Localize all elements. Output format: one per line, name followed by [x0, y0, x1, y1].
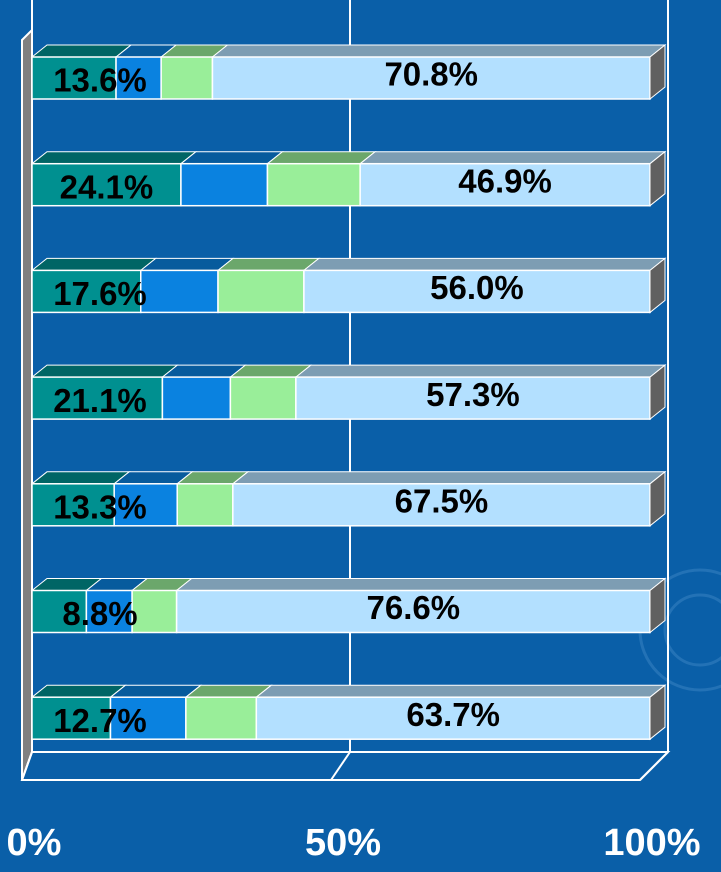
bar — [229, 376, 297, 420]
bar — [160, 56, 214, 100]
bar-top — [179, 151, 284, 165]
value-label: 13.6% — [53, 62, 147, 99]
bar-top — [216, 257, 321, 271]
floor-line — [330, 751, 351, 781]
bar-end — [649, 470, 666, 527]
bar-top — [30, 257, 158, 271]
bar — [85, 589, 133, 634]
x-tick-label: 0% — [7, 822, 62, 864]
value-label: 70.8% — [384, 56, 478, 93]
value-label: 13.3% — [53, 489, 147, 526]
bar — [217, 269, 305, 314]
bar — [185, 696, 258, 740]
floor-line — [21, 751, 33, 781]
value-label: 57.3% — [426, 376, 520, 413]
value-label: 46.9% — [458, 162, 552, 199]
decor — [663, 593, 721, 667]
value-label: 21.1% — [53, 382, 147, 419]
bar — [303, 269, 651, 314]
bar-end — [649, 684, 666, 741]
bar — [266, 162, 361, 207]
bar — [109, 696, 187, 740]
bar — [31, 589, 88, 634]
bar-end — [649, 43, 666, 101]
bar — [31, 483, 115, 527]
bar — [255, 696, 651, 740]
x-tick-label: 50% — [305, 822, 381, 864]
bar-top — [30, 44, 133, 58]
bar — [31, 376, 164, 420]
bar-top — [266, 151, 377, 165]
value-label: 24.1% — [60, 168, 154, 205]
bar-end — [649, 257, 666, 314]
value-label: 17.6% — [53, 275, 147, 312]
bar-top — [30, 364, 179, 378]
bar-end — [649, 150, 666, 207]
bar — [359, 162, 651, 207]
value-label: 63.7% — [406, 696, 500, 733]
bar — [140, 269, 219, 314]
floor-line — [639, 751, 669, 781]
floor — [20, 751, 671, 781]
value-label: 8.8% — [62, 595, 137, 632]
bar — [113, 483, 178, 527]
bar — [31, 162, 182, 207]
value-label: 56.0% — [430, 269, 524, 306]
value-label: 12.7% — [53, 702, 147, 739]
bar — [131, 589, 178, 634]
bar — [176, 483, 234, 527]
left-wall — [21, 27, 33, 781]
bar-top — [30, 684, 127, 698]
value-label: 76.6% — [367, 589, 461, 626]
bar-end — [649, 577, 666, 634]
value-label: 67.5% — [395, 483, 489, 520]
bar-top — [109, 684, 203, 698]
bar — [175, 589, 651, 634]
bar-top — [30, 471, 131, 485]
bar — [180, 162, 269, 207]
bar — [31, 269, 142, 314]
bar — [161, 376, 232, 420]
x-tick-label: 100% — [603, 822, 700, 864]
bar-top — [30, 151, 198, 165]
bar-top — [139, 257, 235, 271]
bar — [211, 56, 651, 100]
bar-end — [649, 364, 666, 421]
bar — [31, 56, 117, 100]
